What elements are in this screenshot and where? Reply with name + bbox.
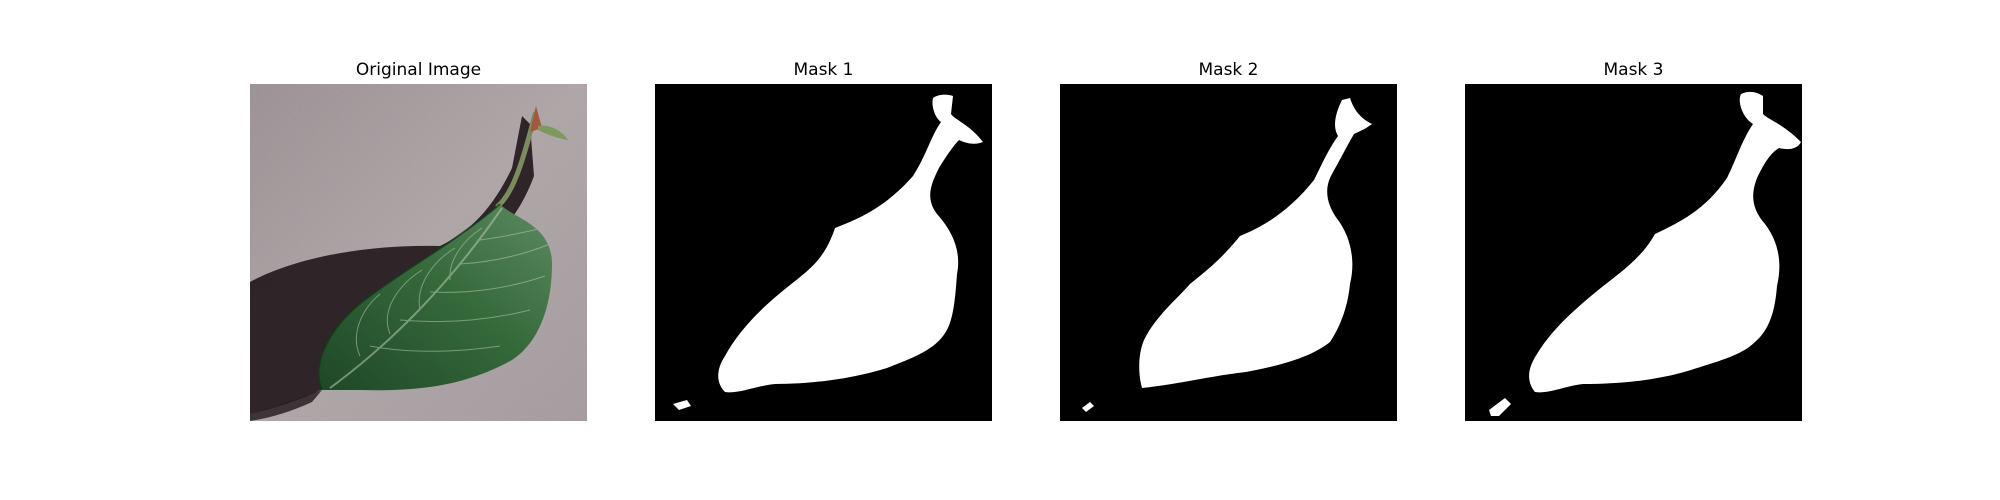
mask-2-panel: Mask 2 (1060, 58, 1397, 421)
mask-2-title: Mask 2 (1198, 60, 1259, 80)
mask-1-title: Mask 1 (793, 60, 854, 80)
original-image (250, 84, 587, 421)
mask-1-image (655, 84, 992, 421)
leaf-blade (318, 204, 552, 391)
mask-3-title: Mask 3 (1603, 60, 1664, 80)
mask-2-image (1060, 84, 1397, 421)
mask-3-panel: Mask 3 (1465, 58, 1802, 421)
mask-2-speck (1082, 402, 1094, 412)
original-image-panel: Original Image (250, 58, 587, 421)
mask-3-speck (1489, 398, 1511, 416)
mask-3-image (1465, 84, 1802, 421)
original-image-title: Original Image (355, 60, 482, 80)
leaf-bud (530, 106, 542, 132)
mask-1-leaf-region (718, 94, 983, 393)
mask-2-leaf-region (1139, 98, 1372, 388)
leaf-veins (329, 207, 551, 389)
mask-1-panel: Mask 1 (655, 58, 992, 421)
mask-1-speck (673, 400, 691, 410)
mask-3-leaf-region (1529, 91, 1801, 393)
leaf-shadow (250, 116, 534, 414)
